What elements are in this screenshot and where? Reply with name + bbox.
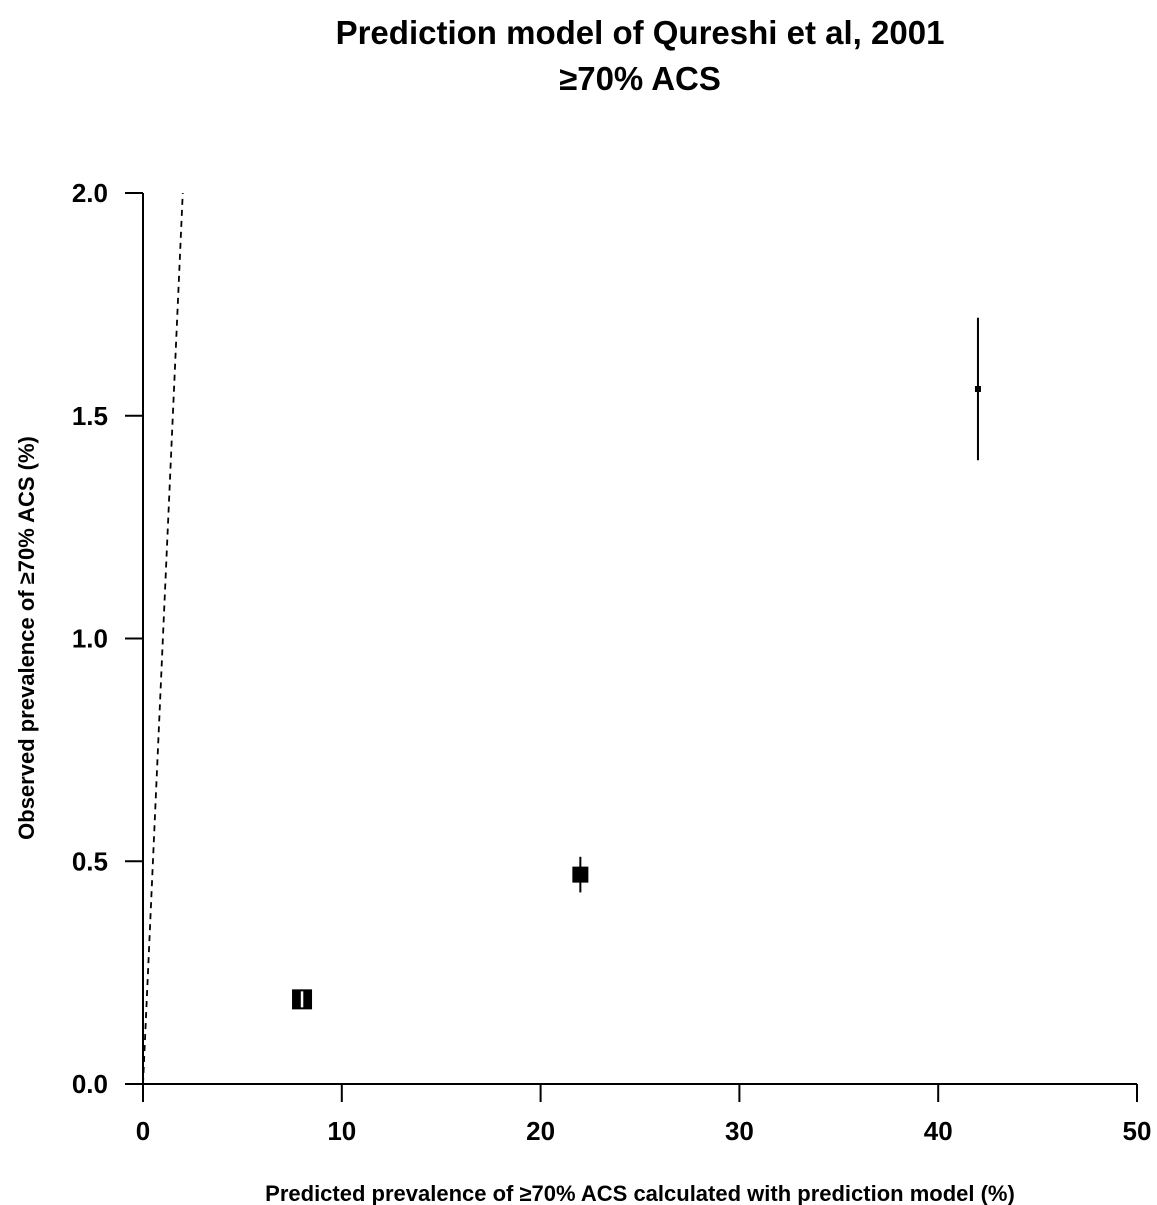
y-tick-label: 0.5 <box>72 846 108 876</box>
reference-line-layer <box>142 192 184 1085</box>
x-tick-label: 30 <box>725 1116 754 1146</box>
data-point <box>974 386 981 393</box>
x-axis-title: Predicted prevalence of ≥70% ACS calcula… <box>265 1181 1015 1205</box>
x-tick-label: 10 <box>327 1116 356 1146</box>
x-tick-label: 20 <box>526 1116 555 1146</box>
x-tick-label: 40 <box>924 1116 953 1146</box>
chart-title-line: Prediction model of Qureshi et al, 2001 <box>335 14 945 51</box>
data-points-layer <box>292 317 981 1010</box>
y-tick-label: 2.0 <box>72 178 108 208</box>
chart-title: Prediction model of Qureshi et al, 2001 … <box>0 10 1157 102</box>
axes: 0 10 20 30 40 50 0.0 0.5 1.0 1.5 2.0 <box>72 178 1152 1146</box>
reference-identity-line <box>142 192 184 1085</box>
x-tick-label: 50 <box>1123 1116 1152 1146</box>
chart-subtitle-line: ≥70% ACS <box>559 60 721 97</box>
y-axis-title: Observed prevalence of ≥70% ACS (%) <box>14 436 39 840</box>
y-tick-label: 1.0 <box>72 624 108 654</box>
y-tick-label: 0.0 <box>72 1069 108 1099</box>
x-tick-label: 0 <box>136 1116 150 1146</box>
y-tick-label: 1.5 <box>72 401 108 431</box>
data-point <box>572 866 589 883</box>
